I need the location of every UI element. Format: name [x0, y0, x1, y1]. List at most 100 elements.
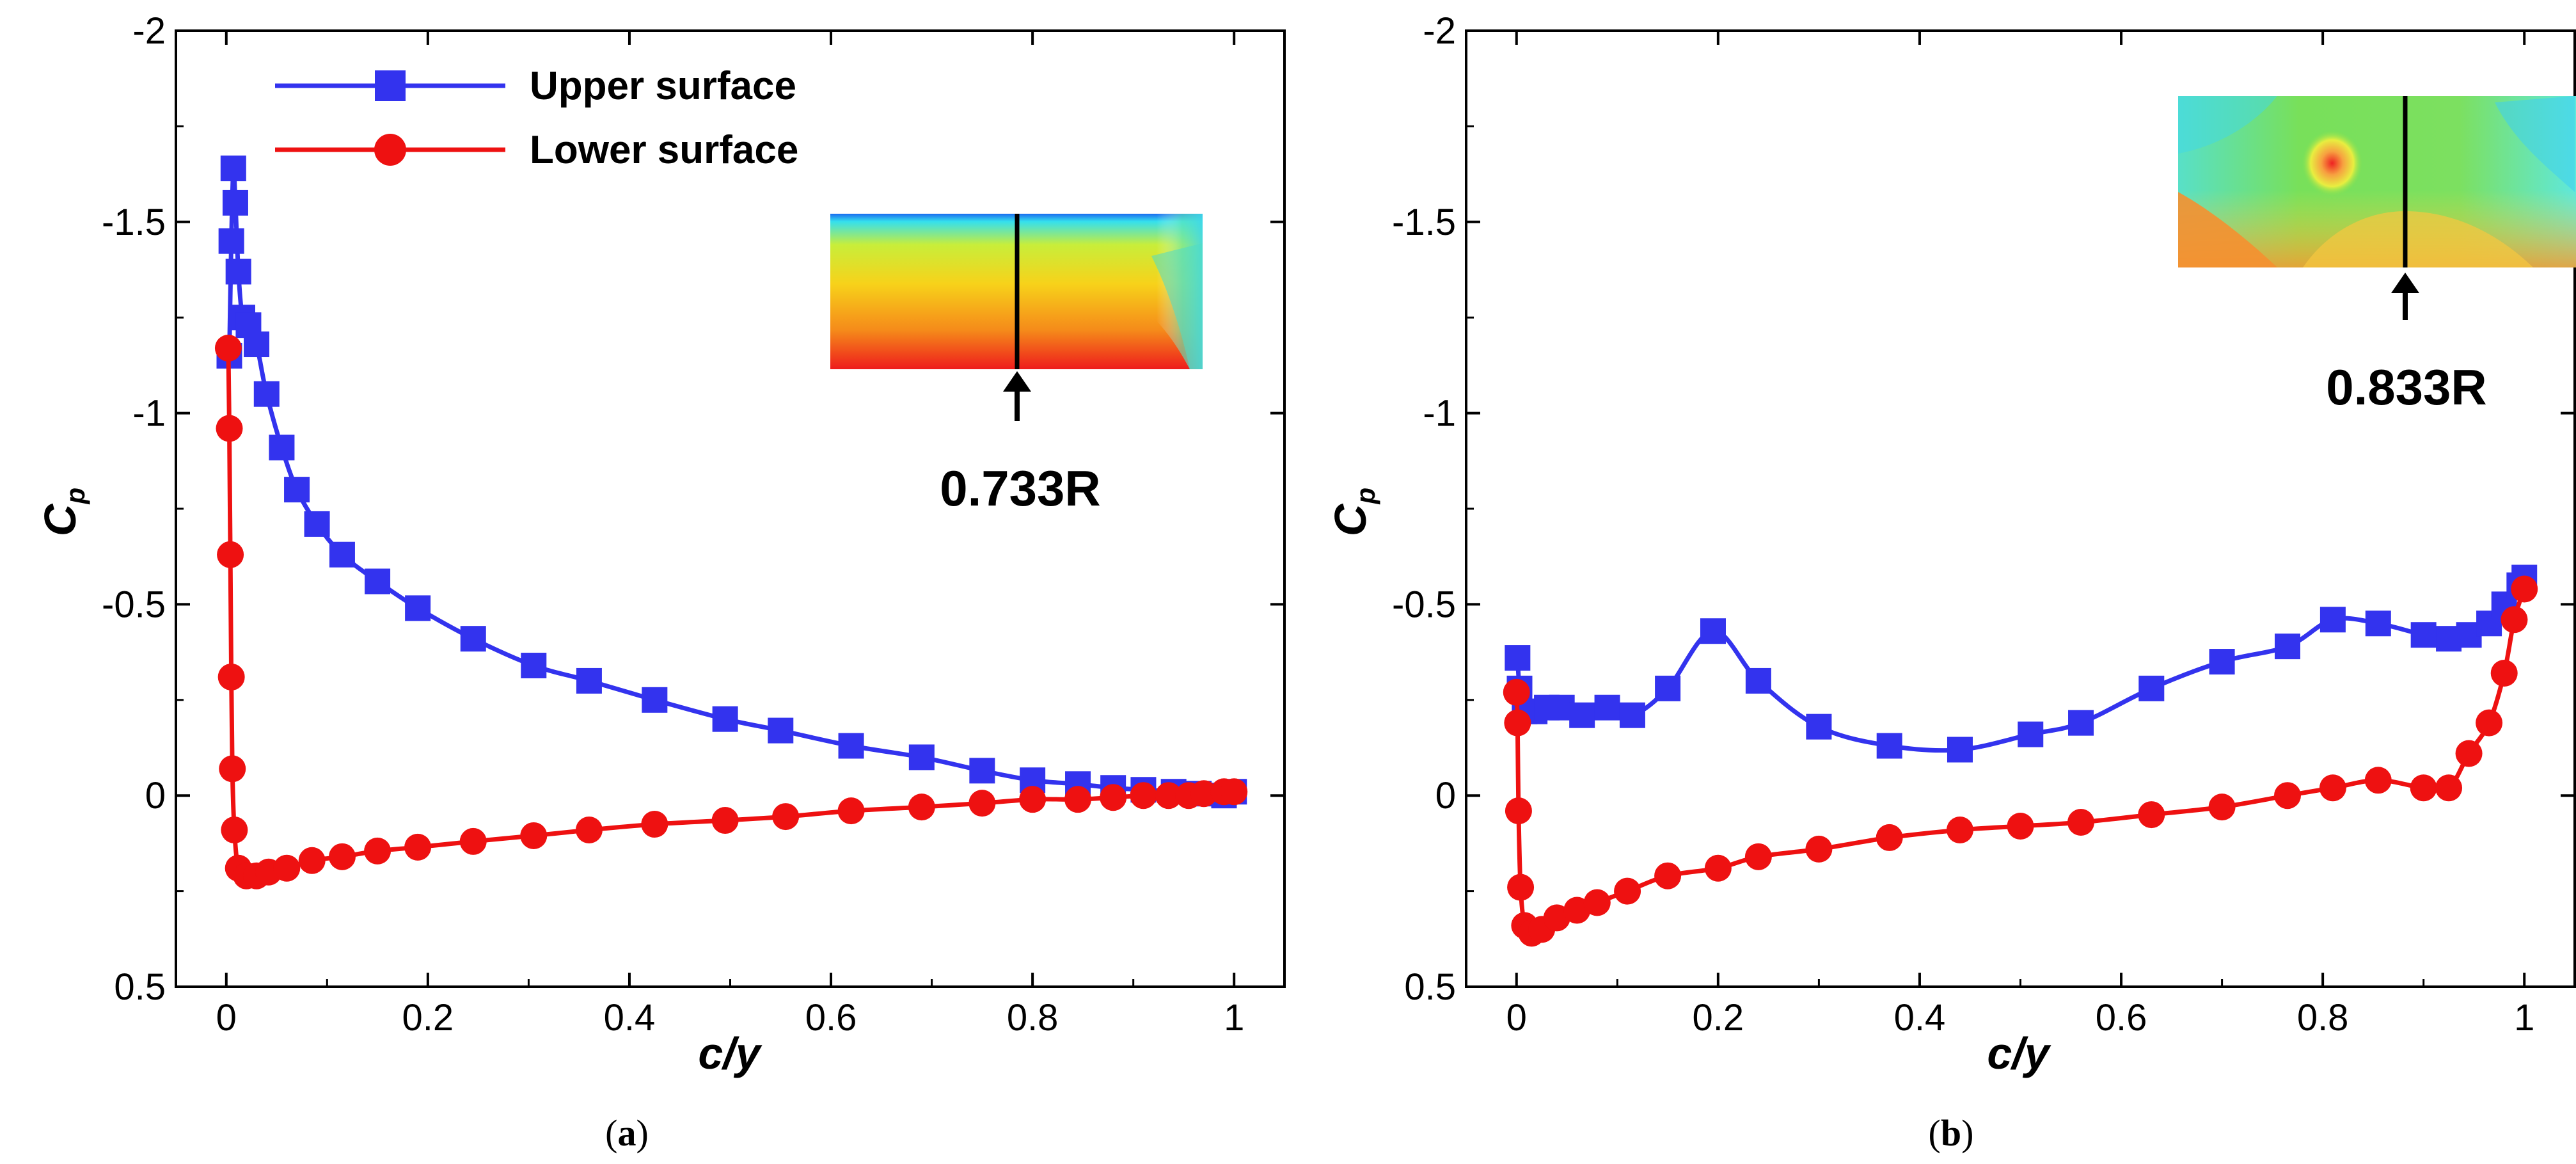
- data-point-lower-surface: [641, 811, 668, 838]
- inset-contour-b: [2178, 88, 2576, 267]
- data-point-lower-surface: [2435, 774, 2463, 802]
- data-point-lower-surface: [2273, 782, 2301, 809]
- data-point-lower-surface: [2007, 813, 2034, 840]
- data-point-lower-surface: [1543, 904, 1570, 932]
- annotation-arrow-b: [2391, 273, 2419, 320]
- y-axis-title-b: Cp: [1325, 488, 1380, 536]
- data-point-lower-surface: [364, 837, 391, 865]
- legend-upper-marker: [375, 70, 406, 101]
- data-point-upper-surface: [225, 259, 251, 285]
- annotation-label-b: 0.833R: [2326, 359, 2487, 415]
- legend-lower-marker: [374, 134, 406, 166]
- x-axis-title-b: c/y: [1987, 1028, 2051, 1078]
- data-point-lower-surface: [1744, 843, 1772, 870]
- x-axis-ticks-a: 0 0.2 0.4 0.6 0.8 1: [216, 31, 1244, 1039]
- data-point-lower-surface: [1505, 797, 1532, 825]
- data-point-lower-surface: [2490, 659, 2518, 687]
- data-point-upper-surface: [284, 477, 310, 503]
- data-point-upper-surface: [768, 717, 794, 744]
- data-point-lower-surface: [2511, 575, 2538, 603]
- legend: Upper surface Lower surface: [275, 64, 798, 172]
- data-point-upper-surface: [1569, 702, 1595, 728]
- data-point-lower-surface: [2364, 767, 2392, 794]
- data-point-lower-surface: [1504, 709, 1531, 737]
- data-point-upper-surface: [405, 595, 431, 621]
- series-group-b: [1503, 564, 2538, 947]
- data-point-upper-surface: [521, 653, 547, 679]
- inset-contour-a: [830, 214, 1203, 369]
- data-point-lower-surface: [772, 803, 800, 831]
- data-point-upper-surface: [329, 541, 355, 568]
- data-point-lower-surface: [1946, 816, 1973, 843]
- data-point-upper-surface: [2410, 622, 2437, 648]
- data-point-lower-surface: [1190, 780, 1217, 808]
- y-axis-ticks-a: -2 -1.5 -1 -0.5 0 0.5: [102, 10, 1284, 1008]
- x-tick-label: 1: [2514, 997, 2534, 1039]
- legend-lower-label: Lower surface: [530, 128, 798, 172]
- x-tick-label: 0.2: [402, 997, 454, 1039]
- data-point-lower-surface: [1503, 678, 1530, 706]
- x-tick-label: 0.8: [1007, 997, 1059, 1039]
- data-point-lower-surface: [1876, 824, 1903, 851]
- data-point-upper-surface: [220, 155, 246, 182]
- x-tick-label: 0: [1506, 997, 1527, 1039]
- data-point-upper-surface: [1655, 675, 1681, 701]
- data-point-lower-surface: [711, 807, 739, 834]
- data-point-lower-surface: [2067, 809, 2095, 836]
- y-axis-title-a: Cp: [35, 488, 90, 536]
- y-tick-label: -1: [132, 393, 166, 435]
- data-point-lower-surface: [298, 847, 326, 874]
- data-point-upper-surface: [218, 228, 244, 254]
- data-point-upper-surface: [576, 667, 602, 694]
- data-point-lower-surface: [1704, 854, 1732, 882]
- data-point-lower-surface: [219, 755, 246, 783]
- x-tick-label: 0.8: [2297, 997, 2349, 1039]
- data-point-lower-surface: [1614, 877, 1641, 905]
- data-point-upper-surface: [2138, 675, 2165, 701]
- data-point-upper-surface: [1505, 645, 1531, 671]
- x-tick-label: 0.6: [2096, 997, 2147, 1039]
- data-point-lower-surface: [1130, 782, 1157, 809]
- data-point-upper-surface: [1619, 702, 1645, 728]
- data-point-lower-surface: [216, 415, 243, 442]
- data-point-lower-surface: [2208, 793, 2236, 821]
- x-tick-label: 0.6: [805, 997, 857, 1039]
- y-tick-label: 0.5: [1404, 966, 1456, 1008]
- data-point-lower-surface: [2501, 606, 2528, 634]
- data-point-lower-surface: [2138, 801, 2165, 829]
- data-point-upper-surface: [365, 568, 391, 594]
- data-point-lower-surface: [1654, 862, 1682, 889]
- data-point-lower-surface: [1221, 778, 1248, 806]
- data-point-upper-surface: [2274, 634, 2300, 660]
- data-point-upper-surface: [2018, 721, 2044, 747]
- data-point-lower-surface: [1019, 786, 1047, 813]
- data-point-upper-surface: [1700, 618, 1726, 644]
- y-tick-label: -2: [132, 10, 166, 52]
- data-point-upper-surface: [1876, 733, 1902, 759]
- annotation-arrow-a: [1003, 371, 1031, 421]
- panel-label-b: (b): [1929, 1112, 1974, 1154]
- data-point-lower-surface: [328, 843, 356, 870]
- y-tick-label: -1.5: [102, 202, 166, 243]
- data-point-upper-surface: [969, 758, 995, 784]
- data-point-upper-surface: [2365, 610, 2391, 637]
- y-tick-label: -0.5: [102, 584, 166, 625]
- data-point-lower-surface: [404, 833, 432, 861]
- annotation-label-a: 0.733R: [940, 460, 1101, 516]
- data-point-upper-surface: [1947, 737, 1973, 763]
- data-point-lower-surface: [1583, 889, 1611, 916]
- x-axis-title-a: c/y: [698, 1028, 762, 1078]
- data-point-lower-surface: [2319, 774, 2346, 802]
- x-tick-label: 0.4: [1894, 997, 1946, 1039]
- data-point-lower-surface: [520, 822, 548, 849]
- data-point-lower-surface: [2455, 740, 2483, 767]
- panel-a: 0 0.2 0.4 0.6 0.8 1 -2 -1.5 -1 -0.5 0 0.5 0.733R U…: [35, 10, 1286, 1154]
- y-tick-label: -1.5: [1392, 202, 1456, 243]
- data-point-upper-surface: [253, 381, 280, 407]
- data-point-lower-surface: [2410, 774, 2437, 802]
- data-point-lower-surface: [908, 793, 935, 821]
- x-axis-ticks-b: 0 0.2 0.4 0.6 0.8 1: [1506, 31, 2534, 1039]
- data-point-upper-surface: [712, 706, 738, 732]
- y-tick-label: 0: [145, 775, 166, 817]
- data-point-upper-surface: [2209, 649, 2235, 675]
